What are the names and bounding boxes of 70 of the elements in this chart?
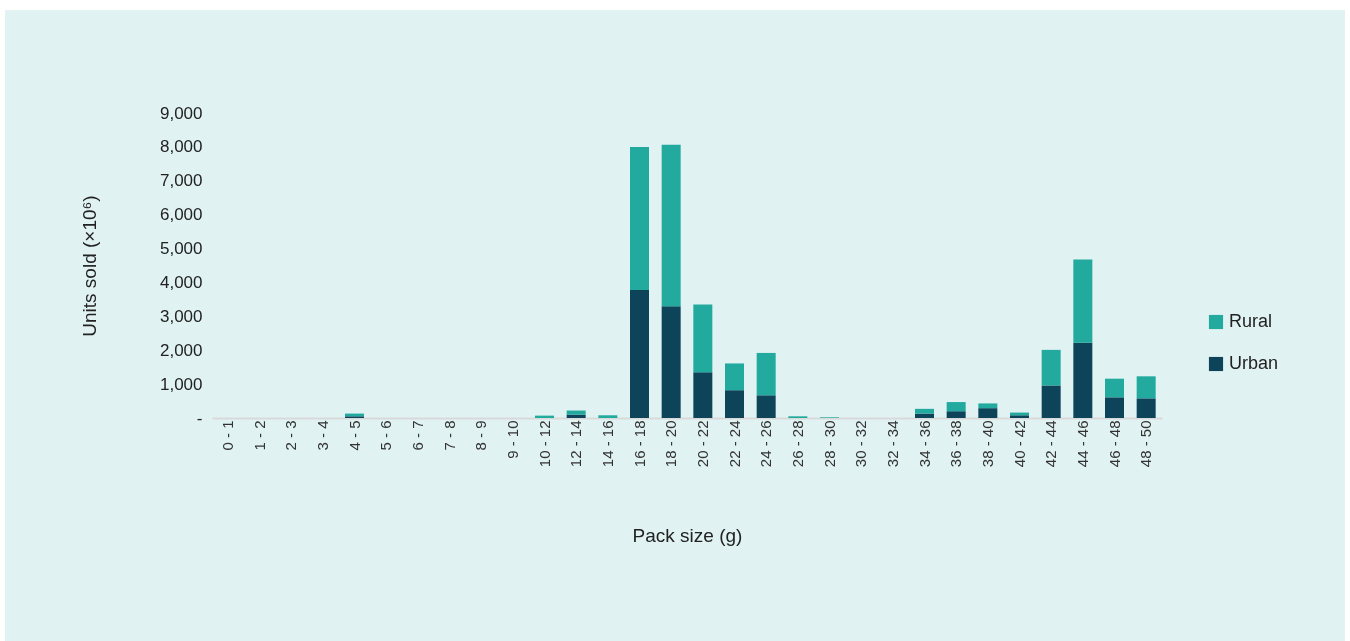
x-tick-label: 24 - 26	[757, 420, 775, 468]
y-tick-label: 7,000	[159, 171, 203, 191]
x-tick-label: 38 - 40	[978, 420, 996, 468]
bar	[693, 304, 713, 373]
x-tick-label: 20 - 22	[693, 420, 711, 468]
x-tick-label: 3 - 4	[313, 420, 331, 451]
bar	[946, 402, 966, 412]
bar	[1105, 378, 1124, 398]
x-tick-label: 42 - 44	[1042, 420, 1060, 468]
x-tick-label: 9 - 10	[503, 420, 521, 459]
legend-label: Urban	[1229, 353, 1279, 373]
bar	[1136, 398, 1156, 418]
bar	[661, 144, 681, 307]
y-tick-label: 8,000	[159, 137, 203, 157]
x-tick-label: 30 - 32	[852, 420, 870, 468]
x-tick-label: 34 - 36	[915, 420, 933, 468]
bar	[693, 372, 713, 418]
x-tick-label: 8 - 9	[472, 420, 490, 451]
y-tick-label: 3,000	[159, 306, 203, 326]
x-tick-label: 6 - 7	[408, 420, 426, 451]
y-tick-label: 5,000	[159, 239, 203, 259]
bar	[725, 363, 744, 391]
x-tick-label: 18 - 20	[662, 420, 680, 468]
bar	[1073, 259, 1093, 343]
x-tick-label: 10 - 12	[535, 420, 553, 468]
x-tick-label: 36 - 38	[947, 420, 965, 468]
x-tick-label: 14 - 16	[598, 420, 616, 468]
x-tick-label: 40 - 42	[1010, 420, 1028, 468]
y-tick-label: 9,000	[159, 103, 203, 123]
x-tick-label: 16 - 18	[630, 420, 648, 468]
bar	[756, 395, 776, 418]
bar	[915, 413, 934, 418]
x-tick-label: 2 - 3	[282, 420, 300, 451]
x-tick-label: 46 - 48	[1105, 420, 1123, 468]
bar	[978, 403, 998, 409]
bar	[1041, 385, 1061, 418]
bar	[630, 146, 649, 290]
bar	[1041, 349, 1061, 386]
x-tick-label: 22 - 24	[725, 420, 743, 468]
bar	[1073, 342, 1093, 418]
y-tick-label: 1,000	[159, 374, 203, 394]
bar	[915, 408, 934, 414]
bar	[661, 306, 681, 418]
y-tick-label: 6,000	[159, 205, 203, 225]
x-tick-label: 1 - 2	[250, 420, 268, 451]
bar	[598, 415, 618, 418]
y-tick-label: 2,000	[159, 340, 203, 360]
x-tick-label: 26 - 28	[788, 420, 806, 468]
y-axis-title: Units sold (×10⁶)	[78, 195, 100, 337]
x-tick-label: 28 - 30	[820, 420, 838, 468]
x-tick-label: 7 - 8	[440, 420, 458, 451]
x-tick-label: 4 - 5	[345, 420, 363, 451]
x-tick-label: 32 - 34	[883, 420, 901, 468]
bar	[725, 390, 744, 418]
x-tick-label: 0 - 1	[218, 420, 236, 451]
x-tick-label: 5 - 6	[377, 420, 395, 451]
bar	[630, 289, 649, 418]
legend-label: Rural	[1229, 311, 1273, 331]
x-tick-label: 44 - 46	[1073, 420, 1091, 468]
x-tick-label: 48 - 50	[1137, 420, 1155, 468]
bar	[1136, 376, 1156, 399]
bar	[946, 411, 966, 418]
bar	[566, 410, 586, 415]
x-tick-label: 12 - 14	[567, 420, 585, 468]
bar	[756, 352, 776, 396]
bar	[978, 408, 998, 418]
bar	[1105, 397, 1124, 418]
y-tick-label: 4,000	[159, 272, 203, 292]
x-axis-title: Pack size (g)	[632, 525, 743, 547]
y-tick-label: -	[196, 408, 203, 428]
